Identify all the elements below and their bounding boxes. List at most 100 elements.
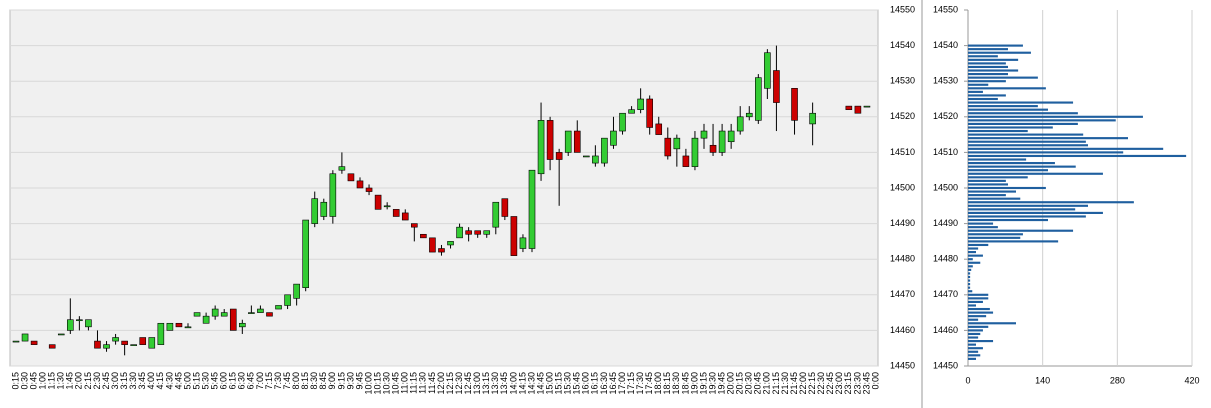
candle-body xyxy=(311,198,319,224)
x-tick-label: 16:30 xyxy=(599,372,609,395)
x-tick-label: 10:45 xyxy=(391,372,401,395)
candle-body xyxy=(429,237,436,253)
candle-body xyxy=(700,130,708,139)
y-tick-label: 14550 xyxy=(933,4,958,14)
bar xyxy=(968,272,971,275)
x-tick-label: 6:30 xyxy=(237,372,247,390)
candle-body xyxy=(220,312,228,317)
candle-body xyxy=(411,223,418,228)
candle-body xyxy=(320,201,328,217)
candle-body xyxy=(229,308,237,331)
bar xyxy=(968,172,1103,175)
y-tick-label: 14500 xyxy=(933,182,958,192)
bar xyxy=(968,218,1048,222)
bar xyxy=(968,204,1088,207)
x-tick-label: 16:00 xyxy=(581,372,591,395)
x-tick-label: 19:30 xyxy=(707,372,717,395)
x-tick-label: 14:45 xyxy=(535,372,545,395)
bar xyxy=(968,254,983,257)
bar xyxy=(968,315,987,318)
bar xyxy=(968,115,1143,118)
x-tick-label: 12:00 xyxy=(436,372,446,395)
x-tick-label: 23:00 xyxy=(834,372,844,395)
bar xyxy=(968,119,1116,122)
bar xyxy=(968,97,998,101)
x-tick-label: 21:45 xyxy=(789,372,799,395)
x-tick-label: 0 xyxy=(965,375,970,385)
candle-body xyxy=(166,322,174,331)
bar xyxy=(968,229,1074,232)
bar xyxy=(968,144,1088,147)
x-tick-label: 1:30 xyxy=(56,372,66,390)
candle-body xyxy=(456,226,463,239)
bar xyxy=(968,265,973,268)
x-tick-label: 9:00 xyxy=(327,372,337,390)
bar xyxy=(968,73,1008,76)
x-tick-label: 20:15 xyxy=(735,372,745,395)
candle-body xyxy=(266,312,273,317)
bar xyxy=(968,101,1074,104)
x-tick-label: 5:15 xyxy=(191,372,201,390)
candle-body xyxy=(736,116,744,132)
y-tick-label: 14450 xyxy=(890,360,915,370)
x-tick-label: 8:00 xyxy=(291,372,301,390)
candle-body xyxy=(773,70,780,103)
y-tick-label: 14490 xyxy=(890,218,915,228)
y-tick-label: 14540 xyxy=(890,40,915,50)
candle-body xyxy=(637,98,644,110)
x-tick-label: 10:15 xyxy=(372,372,382,395)
candle-body xyxy=(845,105,853,110)
x-tick-label: 22:00 xyxy=(798,372,808,395)
bar xyxy=(968,154,1187,158)
candle-body xyxy=(764,52,771,89)
x-tick-label: 14:30 xyxy=(526,372,536,395)
candle-body xyxy=(329,173,337,217)
x-tick-label: 420 xyxy=(1184,375,1199,385)
y-tick-label: 14530 xyxy=(890,76,915,86)
candle-body xyxy=(193,312,201,317)
candle-body xyxy=(727,130,735,143)
candle-body xyxy=(546,120,554,160)
x-tick-label: 20:30 xyxy=(744,372,754,395)
candle-body xyxy=(148,337,156,349)
bar xyxy=(968,251,976,254)
bar xyxy=(968,325,989,328)
candle-body xyxy=(438,248,445,253)
candle-body xyxy=(356,180,364,189)
x-tick-label: 12:45 xyxy=(463,372,473,395)
candle-body xyxy=(103,344,110,349)
bar xyxy=(968,297,989,300)
x-tick-label: 21:15 xyxy=(771,372,781,395)
x-tick-label: 16:45 xyxy=(608,372,618,395)
bar xyxy=(968,65,1008,69)
x-tick-label: 5:00 xyxy=(182,372,192,390)
bar xyxy=(968,83,989,86)
x-tick-label: 23:15 xyxy=(843,372,853,395)
candle-body xyxy=(709,144,717,153)
bar xyxy=(968,286,971,289)
x-tick-label: 1:15 xyxy=(47,372,57,390)
x-tick-label: 5:30 xyxy=(200,372,210,390)
candle-body xyxy=(112,337,119,342)
bar xyxy=(968,222,994,225)
candle-body xyxy=(863,105,871,108)
candle-body xyxy=(184,326,192,329)
bar xyxy=(968,190,1016,193)
candle-body xyxy=(447,241,454,246)
bar xyxy=(968,304,976,307)
candle-body xyxy=(691,137,699,167)
bar xyxy=(968,236,1021,239)
x-tick-label: 21:00 xyxy=(762,372,772,395)
x-tick-label: 22:15 xyxy=(807,372,817,395)
candle-body xyxy=(30,340,38,345)
x-tick-label: 15:30 xyxy=(563,372,573,395)
candle-body xyxy=(374,194,382,210)
bar xyxy=(968,261,981,264)
bar xyxy=(968,94,1006,97)
bar xyxy=(968,133,1084,136)
x-tick-label: 140 xyxy=(1035,375,1050,385)
candle-body xyxy=(601,137,608,164)
bar xyxy=(968,311,994,314)
bar xyxy=(968,140,1086,143)
bar xyxy=(968,105,1038,108)
